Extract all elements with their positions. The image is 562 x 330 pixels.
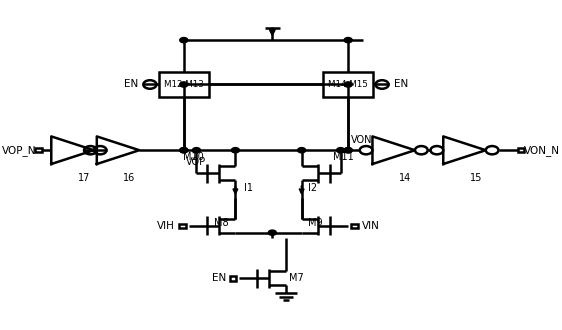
Text: I2: I2 [308,183,317,193]
Text: 16: 16 [123,173,135,183]
Circle shape [298,148,306,153]
Circle shape [337,148,345,153]
Text: 15: 15 [470,173,482,183]
Text: EN: EN [211,273,226,283]
Circle shape [344,38,352,43]
Text: M14 M15: M14 M15 [328,80,368,89]
Text: VIH: VIH [157,221,175,231]
Circle shape [180,148,188,153]
Circle shape [180,148,188,153]
Text: VIN: VIN [362,221,380,231]
Circle shape [344,148,352,153]
Text: M11: M11 [333,152,353,162]
Text: 14: 14 [399,173,411,183]
Text: EN: EN [124,80,138,89]
Bar [158,72,209,97]
Text: M10: M10 [183,152,204,162]
Bar [351,224,358,228]
Circle shape [344,148,352,153]
Text: M7: M7 [289,273,303,283]
Text: M9: M9 [308,218,323,228]
Circle shape [268,230,277,235]
Bar [179,224,185,228]
Circle shape [192,148,201,153]
Text: EN: EN [394,80,408,89]
Circle shape [180,38,188,43]
Text: M12 M13: M12 M13 [164,80,204,89]
Bar [323,72,374,97]
Circle shape [344,82,352,87]
Bar [229,276,236,280]
Text: VOP: VOP [187,157,206,167]
Text: I1: I1 [244,183,253,193]
Text: VOP_N: VOP_N [2,145,36,156]
Text: VON_N: VON_N [524,145,560,156]
Text: 17: 17 [78,173,90,183]
Text: VON: VON [351,135,372,145]
Circle shape [180,82,188,87]
Bar [35,148,42,152]
Text: M8: M8 [215,218,229,228]
Bar [518,148,524,152]
Circle shape [232,148,239,153]
